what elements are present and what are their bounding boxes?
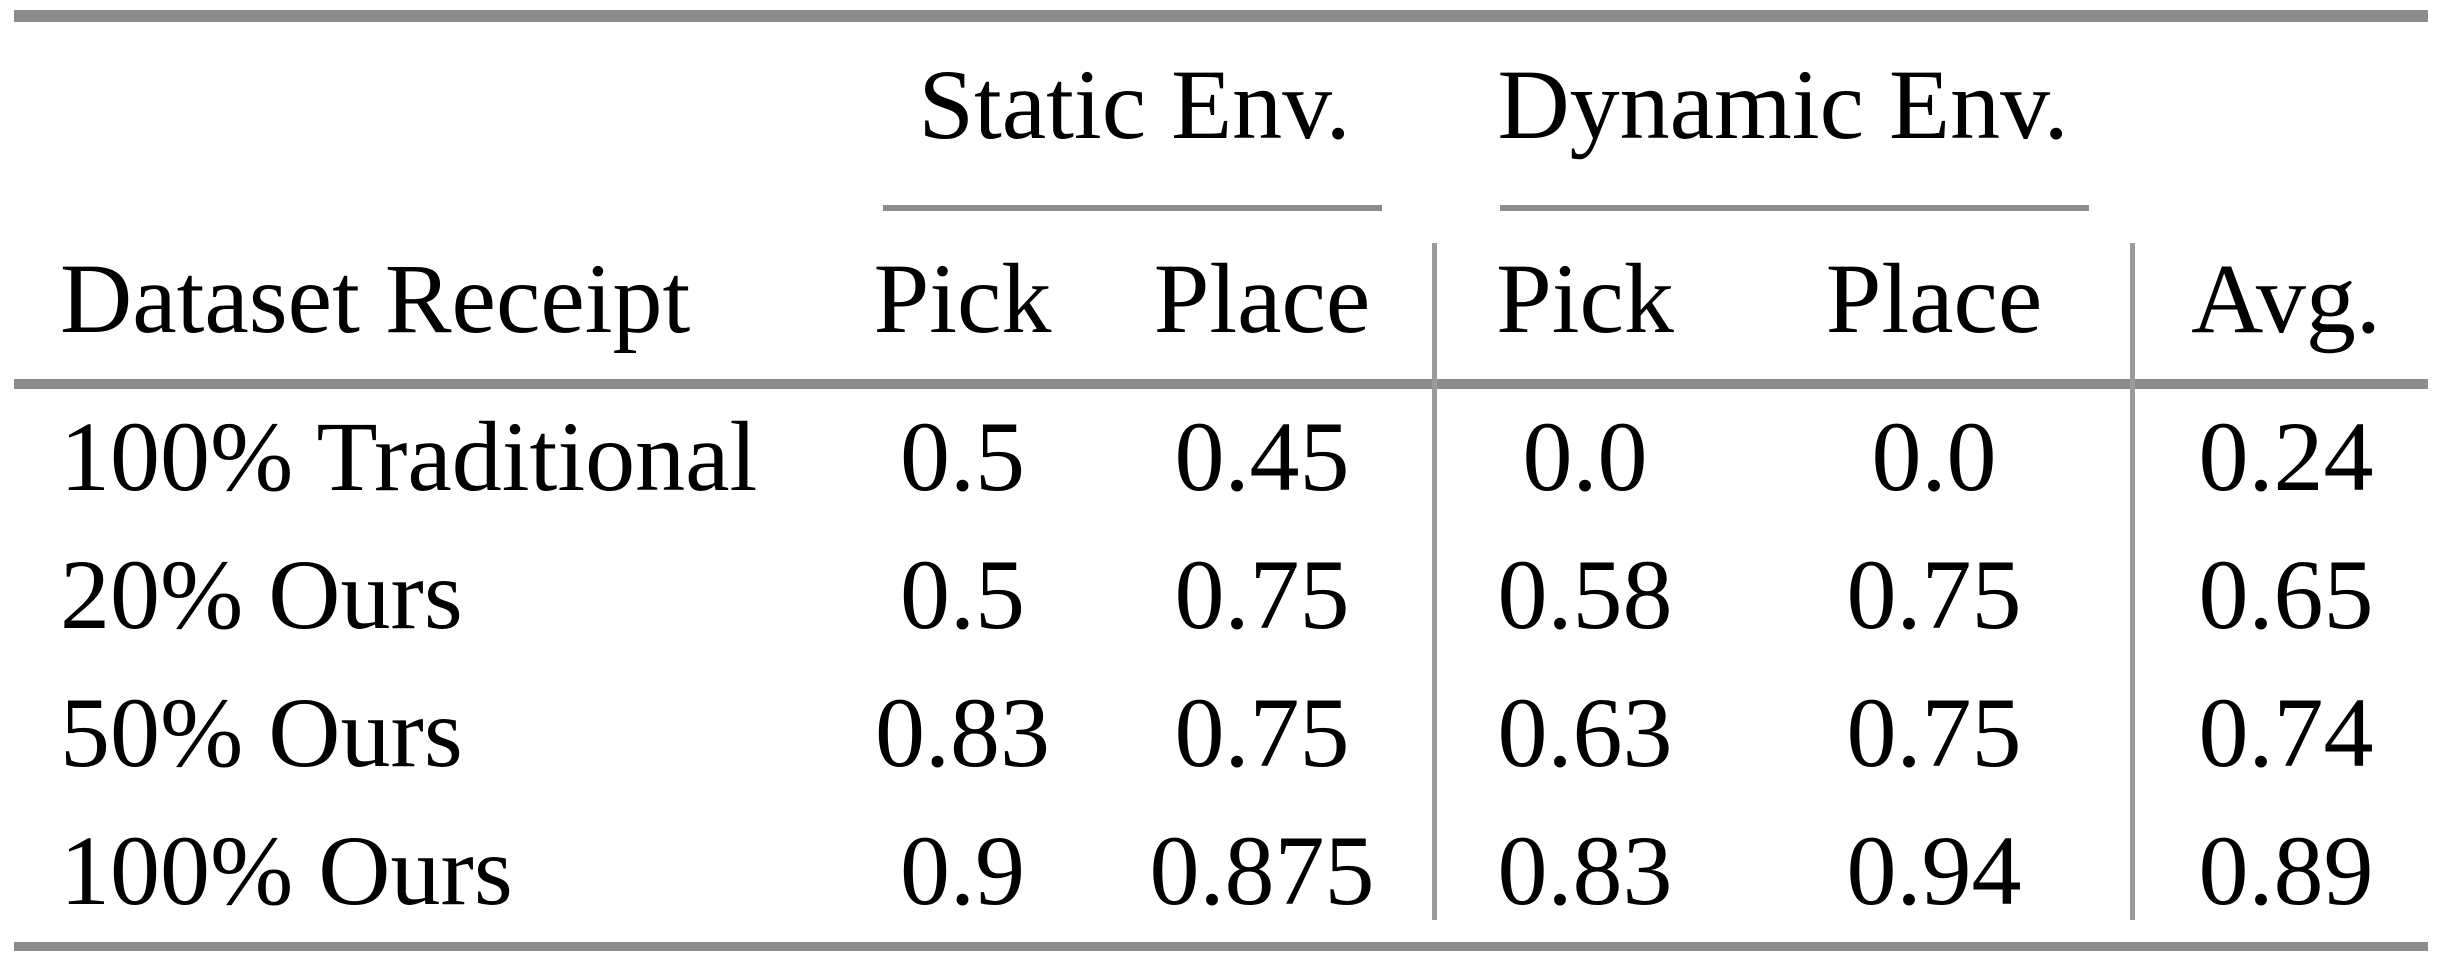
top-rule [14, 10, 2428, 22]
cell-dynamic-pick: 0.58 [1497, 539, 1673, 650]
cell-avg: 0.24 [2198, 401, 2374, 512]
row-label: 100% Traditional [60, 401, 758, 512]
cell-dynamic-place: 0.94 [1846, 815, 2022, 926]
cell-avg: 0.89 [2198, 815, 2374, 926]
row-label: 100% Ours [60, 815, 513, 926]
cell-dynamic-pick: 0.83 [1497, 815, 1673, 926]
cell-dynamic-place: 0.75 [1846, 677, 2022, 788]
cell-static-place: 0.75 [1174, 539, 1350, 650]
cell-avg: 0.65 [2198, 539, 2374, 650]
col-header-static-pick: Pick [873, 243, 1052, 354]
static-dynamic-separator-line [1432, 243, 1437, 920]
cell-avg: 0.74 [2198, 677, 2374, 788]
row-label: 50% Ours [60, 677, 463, 788]
cell-static-place: 0.75 [1174, 677, 1350, 788]
cell-static-pick: 0.5 [900, 539, 1025, 650]
col-header-dataset-receipt: Dataset Receipt [60, 243, 691, 354]
header-rule [14, 379, 2428, 389]
cell-static-place: 0.875 [1149, 815, 1375, 926]
table-row: 50% Ours 0.83 0.75 0.63 0.75 0.74 [0, 664, 2440, 802]
table-row: 20% Ours 0.5 0.75 0.58 0.75 0.65 [0, 526, 2440, 664]
table-row: 100% Traditional 0.5 0.45 0.0 0.0 0.24 [0, 388, 2440, 526]
spacer-cell [0, 0, 835, 210]
col-header-static-place: Place [1153, 243, 1371, 354]
bottom-rule [14, 942, 2428, 951]
row-label: 20% Ours [60, 539, 463, 650]
results-table: Static Env. Dynamic Env. Dataset Receipt… [0, 0, 2440, 940]
column-header-row: Dataset Receipt Pick Place Pick Place Av… [0, 210, 2440, 388]
spacer-cell [2132, 0, 2440, 210]
group-header-static-env: Static Env. [918, 49, 1351, 160]
cell-static-pick: 0.83 [875, 677, 1050, 788]
dynamic-env-cmidrule [1500, 205, 2089, 211]
static-env-cmidrule [883, 205, 1382, 211]
table-row: 100% Ours 0.9 0.875 0.83 0.94 0.89 [0, 802, 2440, 940]
cell-static-pick: 0.9 [900, 815, 1025, 926]
cell-static-place: 0.45 [1174, 401, 1350, 512]
cell-static-pick: 0.5 [900, 401, 1025, 512]
cell-dynamic-place: 0.75 [1846, 539, 2022, 650]
col-header-avg: Avg. [2191, 243, 2381, 354]
cell-dynamic-pick: 0.63 [1497, 677, 1673, 788]
group-header-dynamic-env: Dynamic Env. [1497, 49, 2069, 160]
cell-dynamic-place: 0.0 [1871, 401, 1997, 512]
group-header-row: Static Env. Dynamic Env. [0, 0, 2440, 210]
col-header-dynamic-pick: Pick [1496, 243, 1674, 354]
col-header-dynamic-place: Place [1825, 243, 2043, 354]
cell-dynamic-pick: 0.0 [1522, 401, 1648, 512]
avg-separator-line [2130, 243, 2135, 920]
